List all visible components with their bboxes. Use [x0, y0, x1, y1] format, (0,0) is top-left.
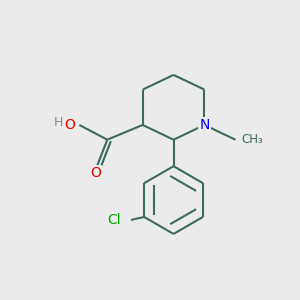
Text: O: O — [90, 166, 101, 180]
Text: CH₃: CH₃ — [242, 133, 264, 146]
Text: N: N — [199, 118, 210, 132]
Text: O: O — [64, 118, 75, 132]
Text: Cl: Cl — [107, 213, 121, 227]
Text: H: H — [54, 116, 63, 128]
